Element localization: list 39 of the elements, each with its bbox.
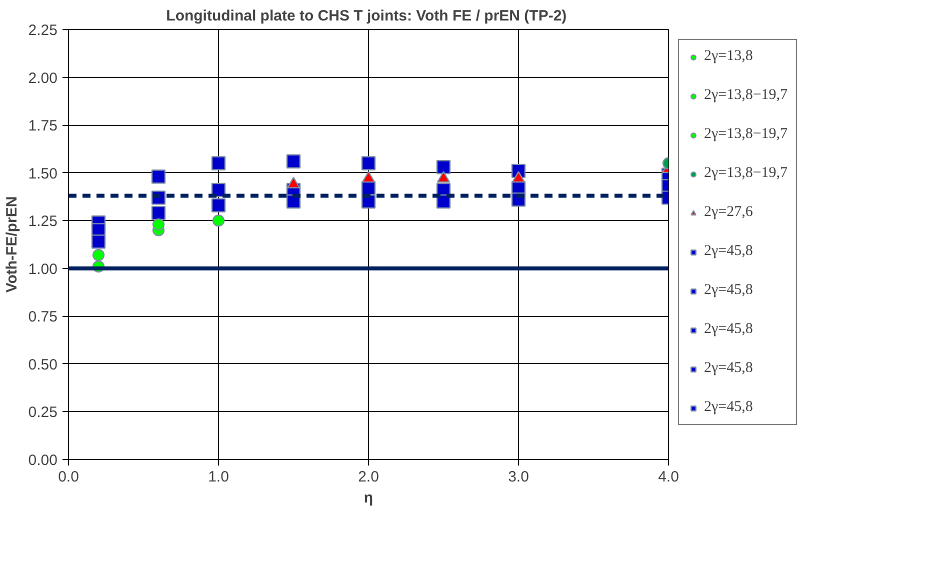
legend-label: 2γ=45,8 (704, 399, 753, 416)
point (361, 156, 376, 170)
legend-label: 2γ=27,6 (704, 204, 753, 221)
legend-label: 2γ=45,8 (704, 243, 753, 260)
y-axis-title: Voth-FE/prEN (3, 196, 20, 293)
point (211, 156, 226, 170)
legend-label: 2γ=13,8−19,7 (704, 165, 788, 182)
legend-label: 2γ=13,8 (704, 48, 753, 65)
y-tick-label: 1.75 (28, 118, 58, 135)
x-tick-label: 0.0 (58, 468, 79, 486)
x-tick-label: 1.0 (208, 468, 229, 486)
point (212, 214, 225, 227)
y-tick-label: 0.25 (28, 404, 58, 422)
y-tick-label: 2.00 (28, 70, 58, 87)
point (211, 198, 226, 212)
legend-label: 2γ=45,8 (704, 282, 753, 299)
point (92, 248, 105, 262)
y-tick-label: 1.25 (28, 213, 58, 230)
x-axis-title: η (364, 490, 374, 506)
legend-label: 2γ=45,8 (704, 360, 753, 377)
x-tick-label: 4.0 (658, 468, 679, 486)
legend-label: 2γ=13,8−19,7 (704, 126, 788, 143)
y-tick-label: 0.75 (28, 308, 58, 326)
y-tick-label: 1.50 (28, 165, 58, 182)
point (91, 234, 106, 249)
legend-label: 2γ=13,8−19,7 (704, 87, 788, 104)
point (152, 218, 165, 231)
point (151, 170, 166, 184)
y-tick-label: 0.50 (28, 356, 58, 374)
x-tick-label: 2.0 (358, 468, 379, 486)
y-tick-label: 0.00 (28, 452, 58, 469)
point (286, 154, 301, 168)
chart-title: Longitudinal plate to CHS T joints: Voth FE / prEN (TP-2) (166, 8, 567, 24)
legend-label: 2γ=45,8 (704, 321, 753, 338)
y-tick-label: 2.25 (28, 22, 58, 39)
point (436, 160, 451, 174)
point (151, 206, 166, 220)
y-tick-label: 1.00 (28, 260, 58, 278)
x-tick-label: 3.0 (508, 468, 529, 486)
